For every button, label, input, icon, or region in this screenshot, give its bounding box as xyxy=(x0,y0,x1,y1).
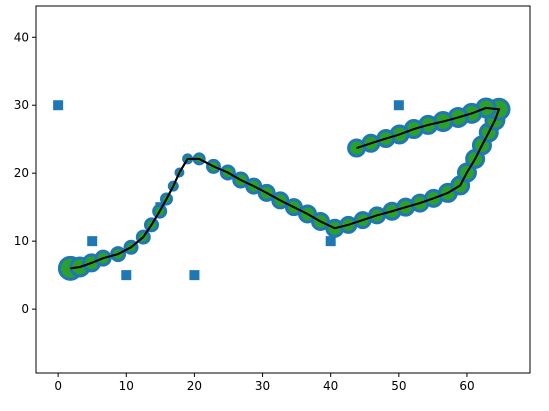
x-tick-label: 0 xyxy=(54,379,62,393)
square-point xyxy=(393,100,404,111)
x-tick-label: 10 xyxy=(119,379,134,393)
x-tick-label: 20 xyxy=(187,379,202,393)
y-tick-label: 20 xyxy=(14,166,29,180)
square-point xyxy=(325,236,336,247)
y-tick-label: 0 xyxy=(21,302,29,316)
x-tick-label: 50 xyxy=(391,379,406,393)
plot-frame xyxy=(35,5,531,374)
x-tick-label: 40 xyxy=(323,379,338,393)
square-point xyxy=(53,100,64,111)
x-tick-label: 60 xyxy=(459,379,474,393)
x-tick-label: 30 xyxy=(255,379,270,393)
path-line-top xyxy=(70,106,501,270)
square-point xyxy=(87,236,98,247)
square-point xyxy=(121,270,132,281)
y-tick-label: 30 xyxy=(14,98,29,112)
square-point xyxy=(189,270,200,281)
y-tick-label: 40 xyxy=(14,30,29,44)
y-tick-label: 10 xyxy=(14,234,29,248)
